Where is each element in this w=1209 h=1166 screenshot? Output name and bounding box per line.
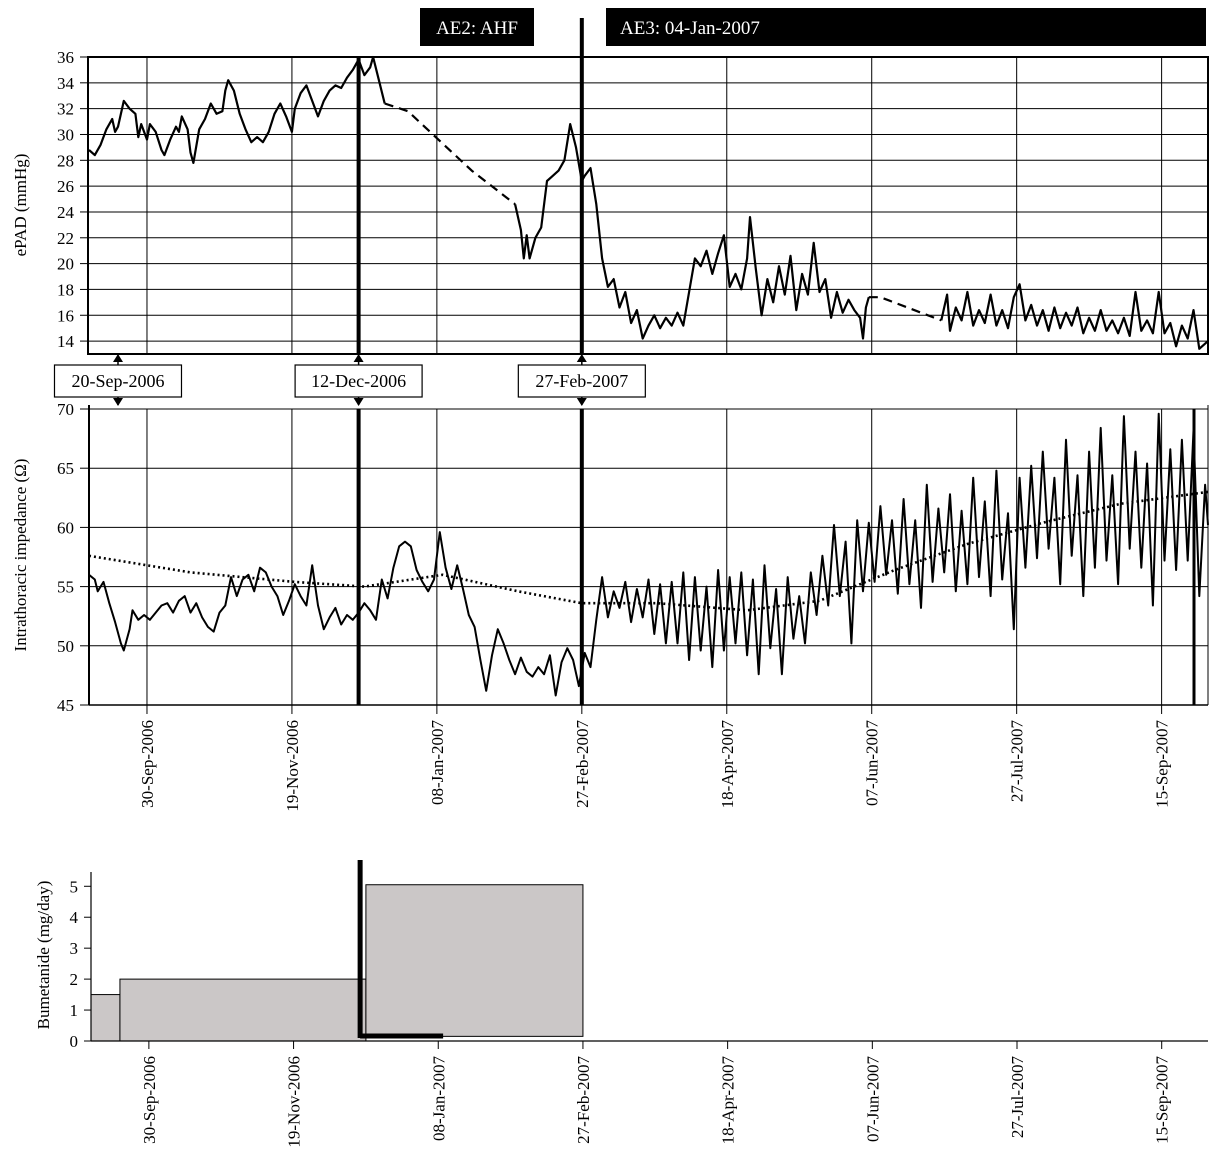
epad-y-tick-label-0: 14: [57, 332, 75, 351]
impedance-y-axis-title: Intrathoracic impedance (Ω): [11, 459, 30, 652]
impedance-x-tick-label-6: 27-Jul-2007: [1008, 720, 1027, 803]
bumetanide-bar-1: [119, 978, 367, 1042]
epad-chart: 14 16 18 20 22 24 26 28 30 32 34 36 ePAD (mmHg) AE2…: [11, 8, 1209, 355]
epad-y-axis-title: ePAD (mmHg): [11, 154, 30, 257]
impedance-chart: 45 50 55 60 65 70 Intrathoracic impedance (Ω)…: [11, 400, 1209, 812]
bumetanide-y-tick-label-1: 1: [70, 1001, 79, 1020]
impedance-plot-frame: [88, 405, 1209, 706]
impedance-y-ticks: 45 50 55 60 65 70: [57, 400, 89, 715]
epad-y-tick-label-1: 16: [57, 306, 74, 325]
bumetanide-chart: 0 1 2 3 4 5 Bumetanide (mg/day) 30-Sep-2006 19…: [34, 860, 1208, 1148]
impedance-y-tick-label-0: 45: [57, 696, 74, 715]
epad-series-dashed-1: [384, 102, 516, 206]
impedance-series: [88, 412, 1209, 697]
date-marker-0: 20-Sep-2006: [53, 354, 183, 406]
bumetanide-y-ticks: 0 1 2 3 4 5: [70, 877, 91, 1051]
epad-y-tick-label-4: 22: [57, 229, 74, 248]
bumetanide-x-ticks: 30-Sep-2006 19-Nov-2006 08-Jan-2007 27-Feb-…: [140, 1041, 1172, 1148]
date-markers: 20-Sep-2006 12-Dec-2006 27-Feb-2007: [53, 354, 646, 406]
bumetanide-x-tick-label-5: 07-Jun-2007: [863, 1056, 882, 1142]
epad-y-tick-label-11: 36: [57, 48, 74, 67]
bumetanide-x-tick-label-2: 08-Jan-2007: [429, 1056, 448, 1141]
impedance-y-tick-label-1: 50: [57, 637, 74, 656]
date-marker-label-1: 12-Dec-2006: [311, 371, 406, 391]
bumetanide-x-tick-label-1: 19-Nov-2006: [285, 1056, 304, 1148]
date-marker-label-0: 20-Sep-2006: [71, 371, 164, 391]
bumetanide-y-tick-label-2: 2: [70, 970, 79, 989]
impedance-y-tick-label-3: 60: [57, 518, 74, 537]
impedance-x-tick-label-3: 27-Feb-2007: [573, 720, 592, 808]
epad-series: [88, 55, 1209, 350]
date-marker-2: 27-Feb-2007: [517, 354, 646, 406]
bumetanide-bar-0: [90, 994, 121, 1042]
impedance-y-tick-label-5: 70: [57, 400, 74, 419]
event-label-ae3-text: AE3: 04-Jan-2007: [620, 18, 760, 39]
bumetanide-x-tick-label-3: 27-Feb-2007: [574, 1056, 593, 1144]
bumetanide-y-tick-label-5: 5: [70, 877, 79, 896]
epad-y-tick-label-9: 32: [57, 100, 74, 119]
epad-event-labels: AE2: AHF AE3: 04-Jan-2007: [420, 8, 1206, 46]
epad-gridlines: [89, 56, 1208, 354]
impedance-event-lines: [356, 409, 1196, 705]
epad-y-tick-label-8: 30: [57, 125, 74, 144]
bumetanide-y-tick-label-4: 4: [70, 908, 79, 927]
impedance-y-tick-label-4: 65: [57, 459, 74, 478]
impedance-series-dotted-1: [88, 490, 1209, 612]
bumetanide-x-tick-label-0: 30-Sep-2006: [140, 1056, 159, 1144]
impedance-x-tick-label-1: 19-Nov-2006: [283, 720, 302, 812]
bumetanide-y-tick-label-3: 3: [70, 939, 79, 958]
epad-plot-frame: [87, 56, 1209, 355]
epad-series-solid-4: [940, 283, 1209, 350]
event-label-ae2: AE2: AHF: [420, 8, 534, 46]
impedance-x-tick-label-2: 08-Jan-2007: [428, 720, 447, 805]
date-marker-1: 12-Dec-2006: [294, 354, 423, 406]
bumetanide-bar-2: [365, 884, 584, 1037]
impedance-x-tick-label-4: 18-Apr-2007: [718, 720, 737, 809]
impedance-gridlines: [89, 408, 1208, 706]
epad-y-tick-label-6: 26: [57, 177, 74, 196]
impedance-x-tick-label-0: 30-Sep-2006: [138, 720, 157, 808]
epad-y-tick-label-7: 28: [57, 151, 74, 170]
impedance-x-ticks: 30-Sep-2006 19-Nov-2006 08-Jan-2007 27-Feb-…: [138, 705, 1172, 812]
epad-y-tick-label-2: 18: [57, 280, 74, 299]
epad-series-solid-0: [88, 55, 386, 164]
impedance-y-tick-label-2: 55: [57, 578, 74, 597]
epad-y-ticks: 14 16 18 20 22 24 26 28 30 32 34 36: [57, 48, 89, 351]
event-label-ae2-text: AE2: AHF: [436, 18, 518, 39]
impedance-x-tick-label-7: 15-Sep-2007: [1153, 720, 1172, 808]
epad-y-tick-label-3: 20: [57, 255, 74, 274]
event-label-ae3: AE3: 04-Jan-2007: [606, 8, 1206, 46]
epad-series-dashed-3: [868, 296, 942, 322]
bumetanide-event-line: [357, 860, 444, 1039]
epad-series-solid-2: [514, 122, 870, 340]
epad-y-tick-label-10: 34: [57, 74, 75, 93]
epad-event-lines: [356, 18, 584, 354]
impedance-series-solid-0: [88, 412, 1209, 697]
bumetanide-bars: [90, 884, 584, 1042]
bumetanide-x-tick-label-4: 18-Apr-2007: [719, 1056, 738, 1145]
epad-y-tick-label-5: 24: [57, 203, 75, 222]
impedance-x-tick-label-5: 07-Jun-2007: [863, 720, 882, 806]
bumetanide-x-tick-label-6: 27-Jul-2007: [1008, 1056, 1027, 1139]
bumetanide-x-tick-label-7: 15-Sep-2007: [1153, 1056, 1172, 1144]
bumetanide-y-tick-label-0: 0: [70, 1032, 79, 1051]
bumetanide-y-axis-title: Bumetanide (mg/day): [34, 881, 53, 1030]
date-marker-label-2: 27-Feb-2007: [535, 371, 628, 391]
